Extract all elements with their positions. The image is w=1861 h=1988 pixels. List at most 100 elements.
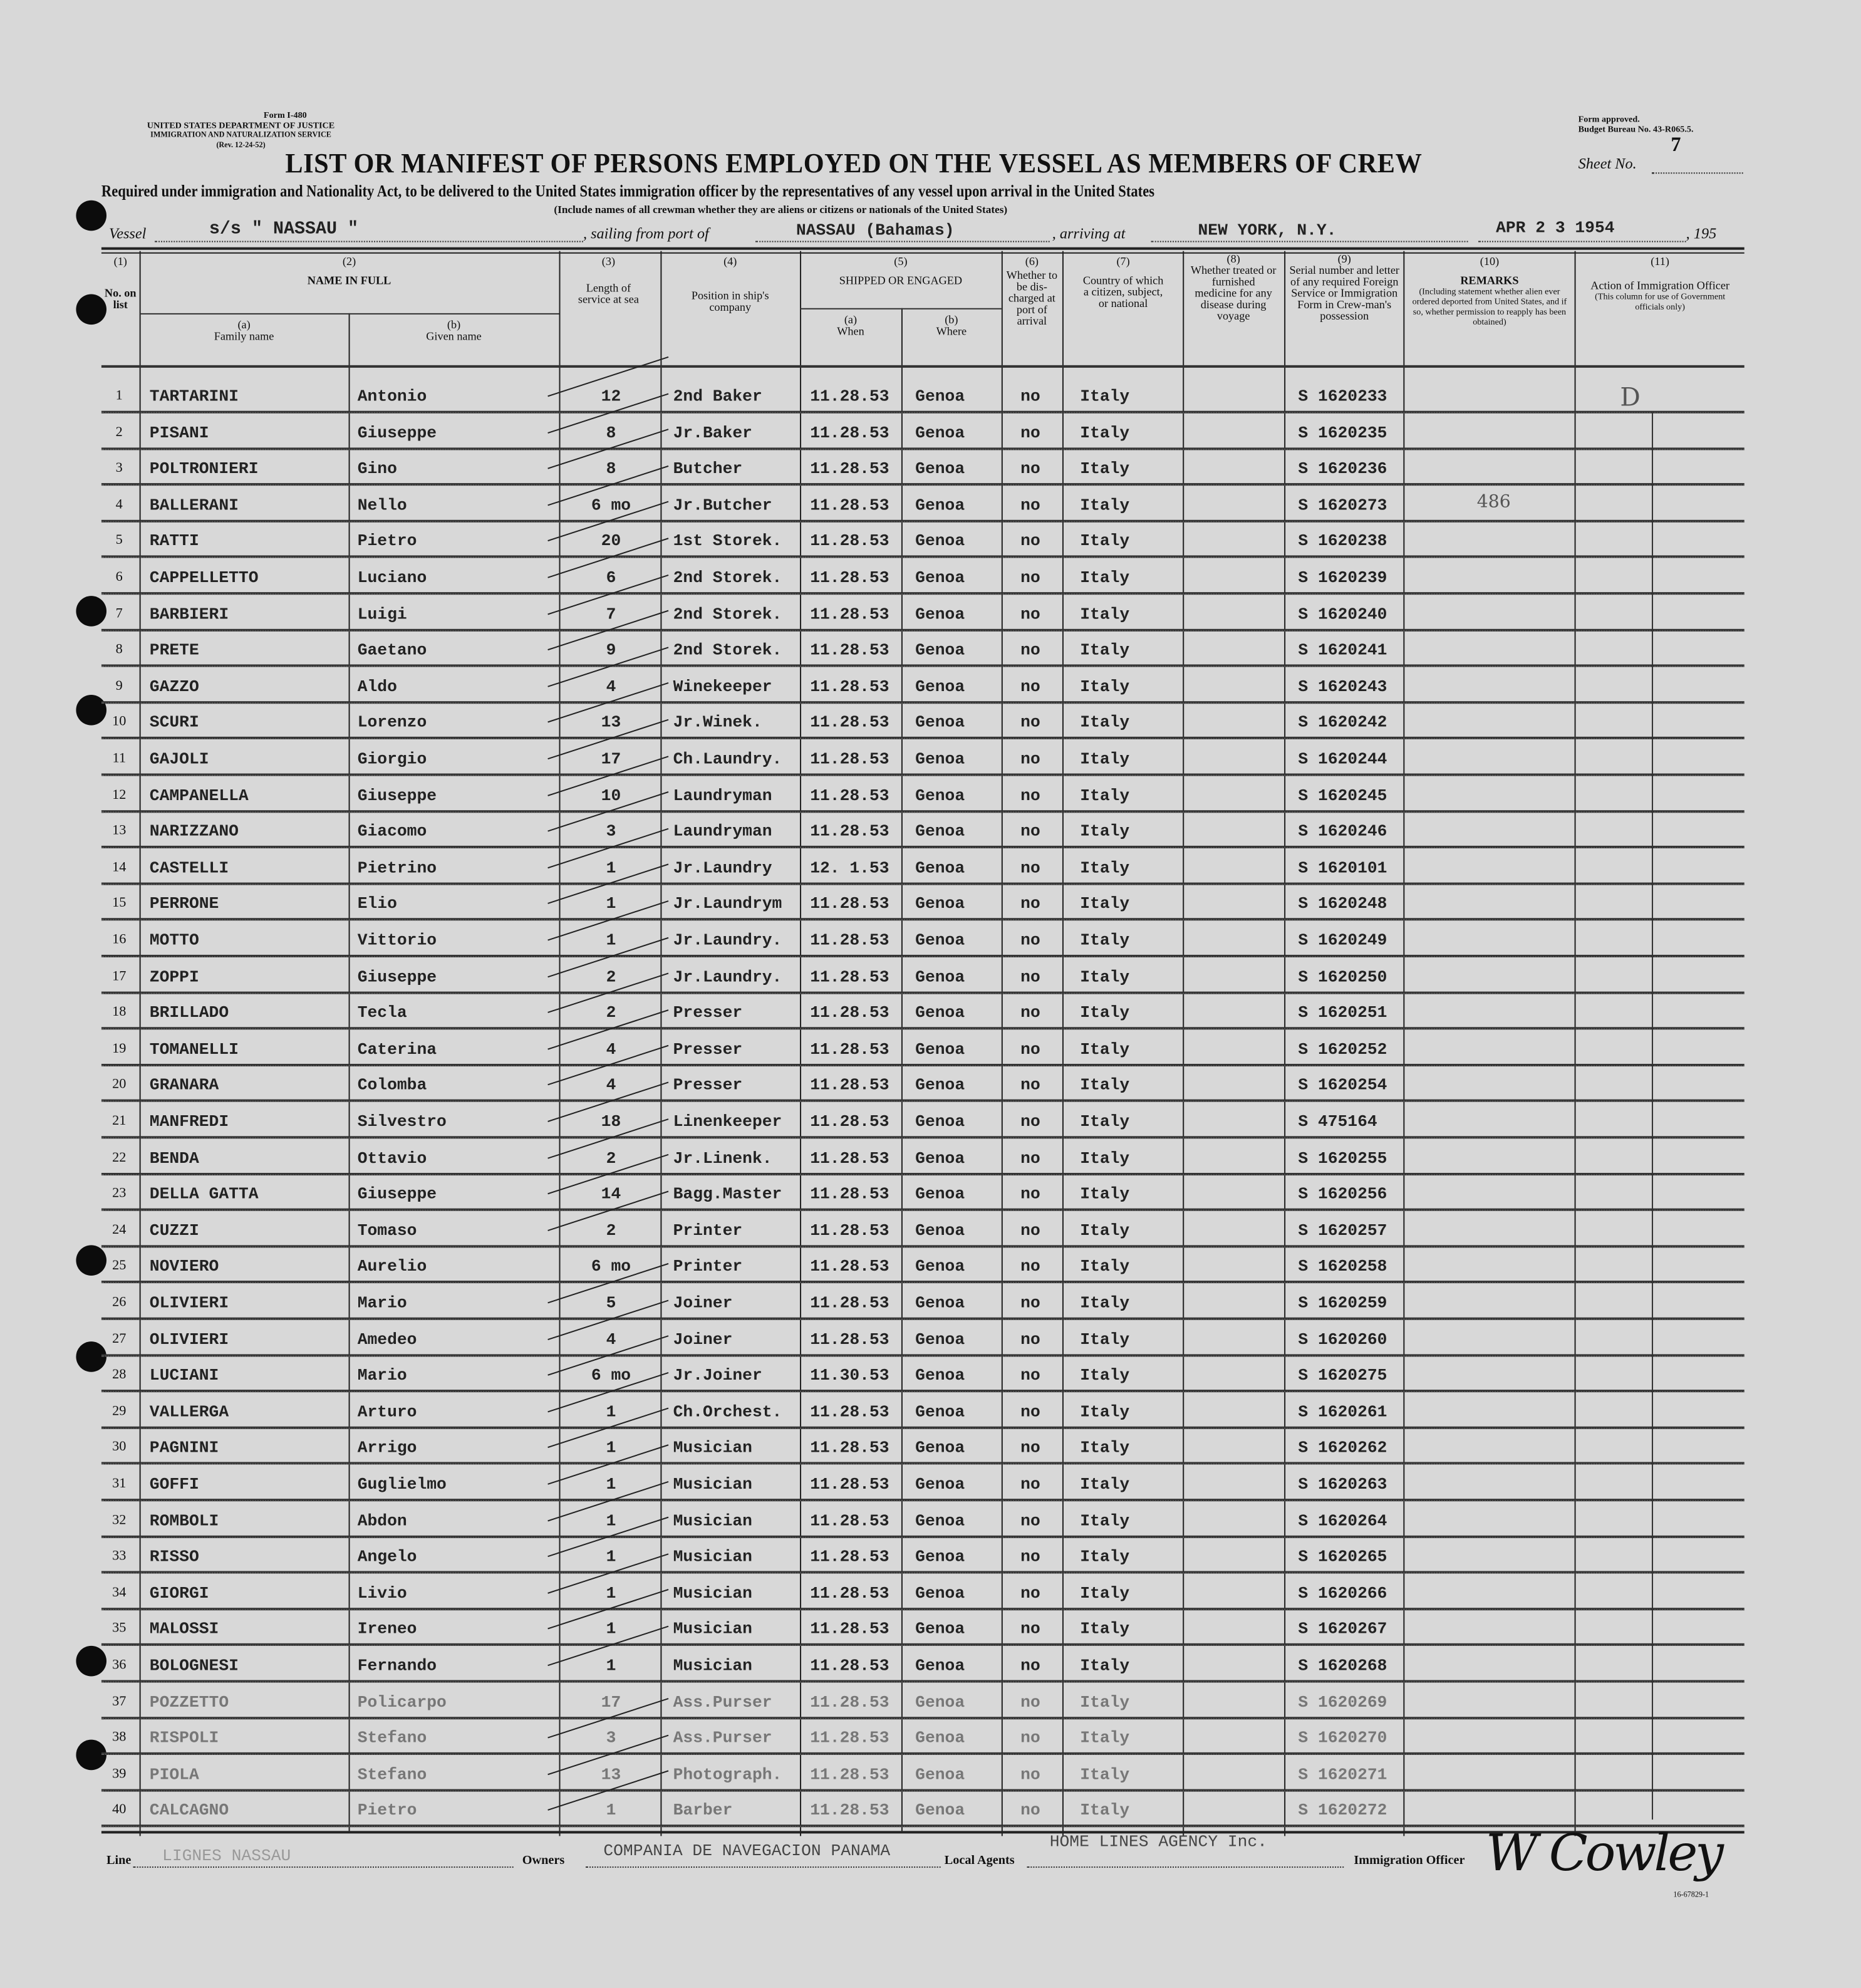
row-number: 37 bbox=[112, 1693, 127, 1709]
discharged: no bbox=[1020, 1330, 1040, 1349]
country: Italy bbox=[1080, 604, 1130, 623]
given-name: Livio bbox=[357, 1583, 407, 1603]
arriving-label: , arriving at bbox=[1052, 224, 1126, 242]
port-underline bbox=[755, 241, 1050, 242]
position: 2nd Storek. bbox=[673, 568, 782, 588]
col-number: (7) bbox=[1116, 254, 1130, 268]
row-number: 6 bbox=[115, 569, 123, 585]
serial-number: S 1620235 bbox=[1298, 423, 1387, 442]
sheet-number: 7 bbox=[1671, 134, 1681, 156]
row-rule bbox=[101, 1643, 1744, 1647]
owners-value: COMPANIA DE NAVEGACION PANAMA bbox=[603, 1841, 891, 1860]
country: Italy bbox=[1080, 1474, 1130, 1494]
row-number: 35 bbox=[112, 1621, 127, 1637]
row-number: 36 bbox=[112, 1657, 127, 1673]
shipped-where: Genoa bbox=[915, 1039, 965, 1059]
shipped-when: 11.28.53 bbox=[810, 1511, 889, 1530]
officer-check-line bbox=[1652, 412, 1654, 1820]
position: Printer bbox=[673, 1220, 743, 1240]
family-name: BOLOGNESI bbox=[149, 1656, 239, 1675]
col7-header: (7) Country of which a citizen, subject, … bbox=[1065, 256, 1181, 310]
country: Italy bbox=[1080, 495, 1130, 515]
country: Italy bbox=[1080, 1620, 1130, 1639]
discharged: no bbox=[1020, 604, 1040, 623]
country: Italy bbox=[1080, 930, 1130, 950]
shipped-when: 11.28.53 bbox=[810, 785, 889, 805]
serial-number: S 1620242 bbox=[1298, 713, 1387, 732]
serial-number: S 1620251 bbox=[1298, 1003, 1387, 1023]
discharged: no bbox=[1020, 1583, 1040, 1603]
shipped-when: 11.28.53 bbox=[810, 1220, 889, 1240]
row-rule bbox=[101, 1136, 1744, 1139]
row-number: 3 bbox=[115, 461, 123, 476]
country: Italy bbox=[1080, 1330, 1130, 1349]
col-label: Length of service at sea bbox=[578, 281, 639, 306]
discharged: no bbox=[1020, 1801, 1040, 1820]
punch-hole bbox=[76, 1245, 106, 1276]
shipped-where: Genoa bbox=[915, 1111, 965, 1132]
family-name: GRANARA bbox=[149, 1075, 219, 1095]
family-name: PRETE bbox=[149, 640, 199, 660]
discharged: no bbox=[1020, 1438, 1040, 1458]
position: Presser bbox=[673, 1039, 743, 1059]
arrival-date: APR 2 3 1954 bbox=[1496, 218, 1615, 237]
col-label: Action of Immigration Officer bbox=[1590, 279, 1730, 292]
shipped-where: Genoa bbox=[915, 1366, 965, 1385]
budget-bureau: Budget Bureau No. 43-R065.5. bbox=[1578, 124, 1694, 135]
country: Italy bbox=[1080, 1257, 1130, 1276]
row-number: 19 bbox=[112, 1041, 127, 1056]
service-length: 3 bbox=[606, 821, 616, 841]
country: Italy bbox=[1080, 1656, 1130, 1675]
position: Musician bbox=[673, 1511, 752, 1530]
position: Musician bbox=[673, 1438, 752, 1458]
row-number: 26 bbox=[112, 1294, 127, 1310]
row-number: 12 bbox=[112, 786, 127, 803]
service-length: 4 bbox=[606, 1075, 616, 1095]
col-number: (11) bbox=[1651, 254, 1669, 268]
col-label: Family name bbox=[214, 330, 274, 343]
position: Joiner bbox=[673, 1330, 733, 1349]
serial-number: S 1620269 bbox=[1298, 1692, 1387, 1712]
service-length: 2 bbox=[606, 1003, 616, 1023]
row-number: 14 bbox=[112, 859, 127, 875]
serial-number: S 1620264 bbox=[1298, 1511, 1387, 1530]
table-bottom-rule bbox=[101, 1831, 1744, 1834]
serial-number: S 1620255 bbox=[1298, 1148, 1387, 1168]
discharged: no bbox=[1020, 1656, 1040, 1675]
country: Italy bbox=[1080, 459, 1130, 479]
family-name: CALCAGNO bbox=[149, 1801, 229, 1820]
discharged: no bbox=[1020, 894, 1040, 913]
col-label: Serial number and letter of any required… bbox=[1289, 263, 1399, 323]
discharged: no bbox=[1020, 749, 1040, 769]
subtitle: Required under immigration and Nationali… bbox=[101, 181, 1155, 200]
shipped-when: 11.28.53 bbox=[810, 1184, 889, 1204]
service-length: 13 bbox=[601, 1764, 621, 1784]
row-number: 1 bbox=[115, 388, 123, 403]
print-code: 16-67829-1 bbox=[1673, 1892, 1709, 1900]
row-rule bbox=[101, 447, 1744, 450]
row-number: 39 bbox=[112, 1766, 127, 1782]
country: Italy bbox=[1080, 640, 1130, 660]
serial-number: S 1620267 bbox=[1298, 1620, 1387, 1639]
service-length: 17 bbox=[601, 749, 621, 769]
shipped-when: 11.28.53 bbox=[810, 423, 889, 442]
column-divider bbox=[139, 251, 141, 1836]
row-rule bbox=[101, 1390, 1744, 1393]
shipped-where: Genoa bbox=[915, 1257, 965, 1276]
col-number: (a) bbox=[237, 318, 251, 331]
shipped-when: 11.28.53 bbox=[810, 1111, 889, 1132]
row-rule bbox=[101, 519, 1744, 523]
family-name: CAPPELLETTO bbox=[149, 568, 259, 588]
position: Jr.Laundrym bbox=[673, 894, 782, 913]
country: Italy bbox=[1080, 1438, 1130, 1458]
serial-number: S 1620266 bbox=[1298, 1583, 1387, 1603]
serial-number: S 1620261 bbox=[1298, 1402, 1387, 1422]
given-name: Mario bbox=[357, 1293, 407, 1313]
sailing-port: NASSAU (Bahamas) bbox=[796, 221, 955, 240]
row-number: 32 bbox=[112, 1512, 127, 1527]
service-length: 9 bbox=[606, 640, 616, 660]
shipped-when: 11.28.53 bbox=[810, 1728, 889, 1748]
serial-number: S 1620101 bbox=[1298, 858, 1387, 878]
row-rule bbox=[101, 664, 1744, 667]
discharged: no bbox=[1020, 1257, 1040, 1276]
